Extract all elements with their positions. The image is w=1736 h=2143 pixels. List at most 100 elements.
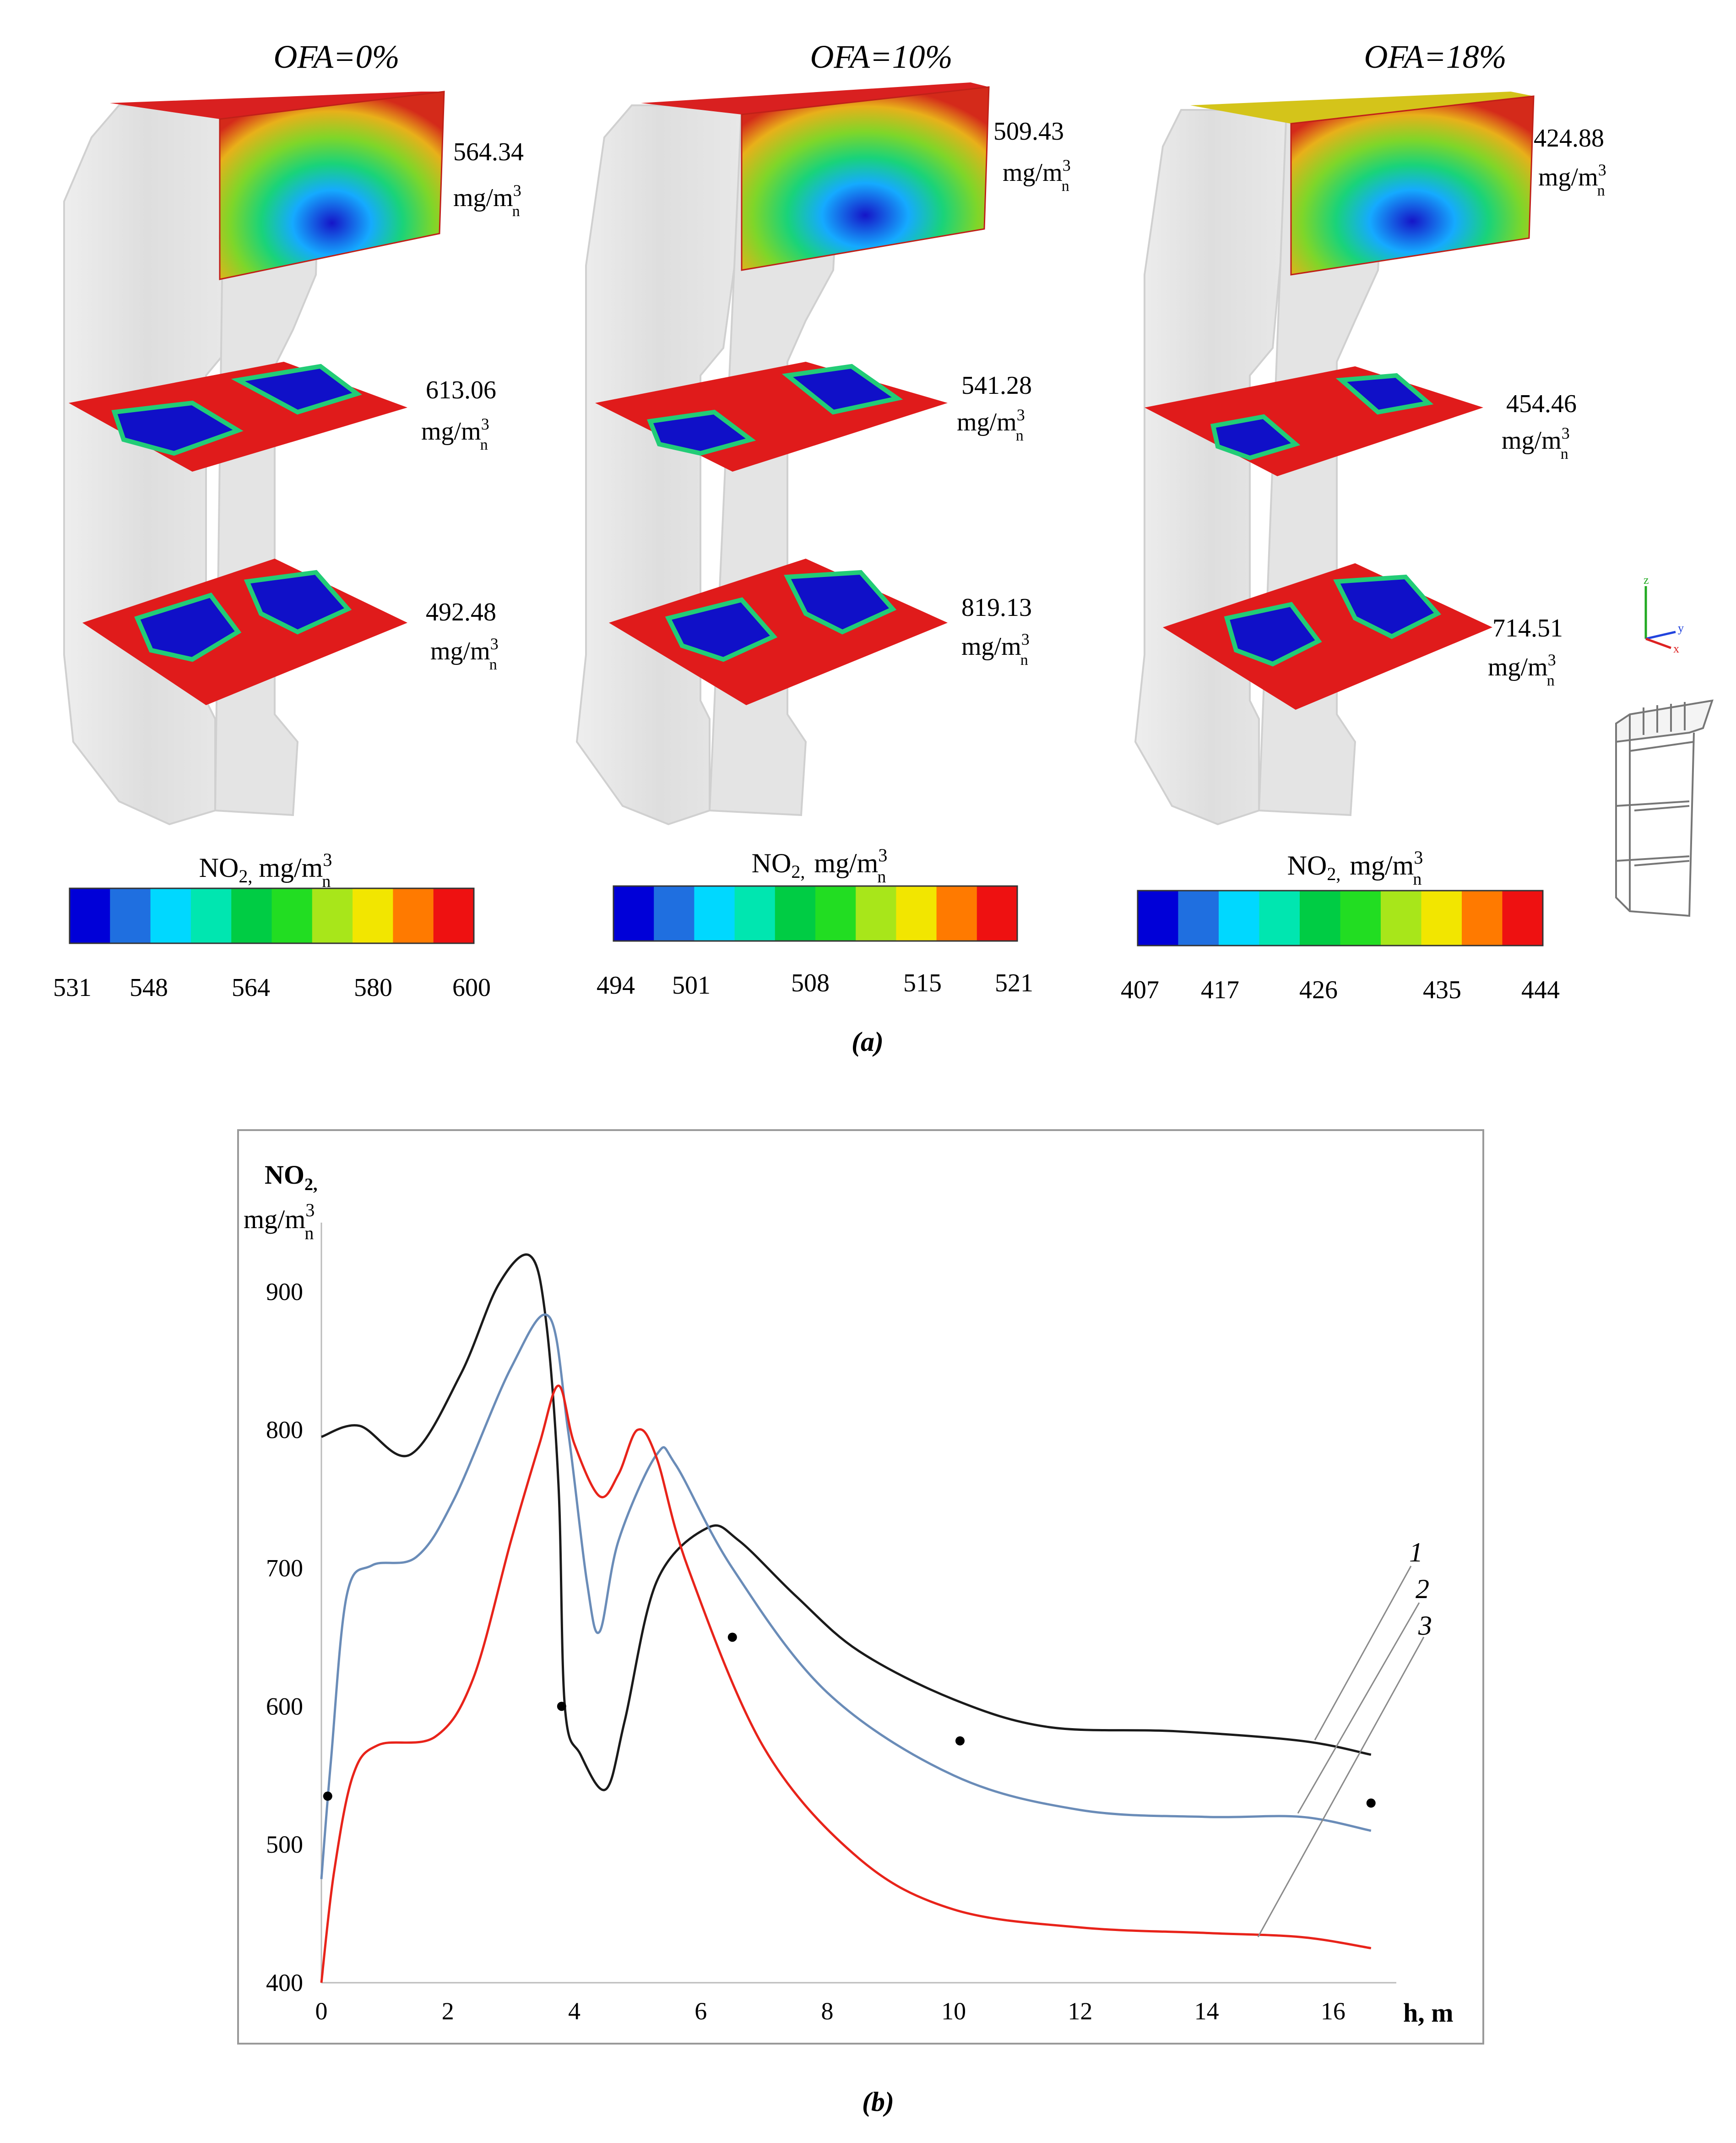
unit-label: mg/m3 n [421, 415, 489, 453]
colorbar-title: NO2, mg/m3 n [752, 845, 888, 887]
unit-label: mg/m3 n [1488, 651, 1556, 689]
mid-plane-value: 613.06 [426, 376, 496, 404]
furnace-schematic-icon [1615, 699, 1714, 917]
tick-label: 417 [1201, 976, 1239, 1004]
mid-plane-low-zone [646, 364, 903, 456]
x-tick-label: 2 [442, 1997, 454, 2025]
outlet-top-surface [1190, 92, 1534, 124]
unit-label: mg/m3 n [1538, 161, 1606, 199]
furnace-model [575, 82, 990, 826]
x-axis-title: h, m [1403, 1998, 1454, 2028]
colorbar-swatch [110, 888, 151, 943]
tick-label: 548 [130, 974, 168, 1002]
colorbar-swatch [433, 888, 474, 943]
unit-label: mg/m3 n [961, 630, 1030, 669]
panel-a: OFA=0% OFA=10% OFA=18% 564.34 mg/m3 n 613… [53, 38, 1714, 1057]
series-line-2 [320, 1313, 1372, 1879]
colorbar-swatch [1178, 891, 1219, 946]
colorbar-swatch [613, 886, 655, 941]
outlet-top-surface [110, 92, 444, 119]
colorbar-swatch [896, 886, 937, 941]
unit-label: mg/m3 n [957, 406, 1025, 444]
x-tick-label: 0 [315, 1997, 328, 2025]
x-tick-labels: 0 2 4 6 8 10 12 14 16 [315, 1997, 1345, 2025]
tick-label: 531 [53, 974, 92, 1002]
measured-point [557, 1702, 566, 1711]
colorbar-swatch [231, 888, 272, 943]
outlet-contour-section [741, 86, 990, 271]
colorbar-swatch [150, 888, 191, 943]
colorbar-swatch [1502, 891, 1543, 946]
unit-label: mg/m3 n [430, 635, 499, 673]
tick-label: 508 [791, 969, 830, 997]
low-plane-value: 714.51 [1492, 614, 1563, 642]
tick-label: 494 [597, 971, 635, 1000]
x-tick-label: 8 [821, 1997, 833, 2025]
y-tick-label: 700 [266, 1555, 303, 1582]
tick-label: 435 [1423, 976, 1461, 1004]
colorbar-swatch [190, 888, 232, 943]
low-plane-value: 819.13 [961, 593, 1032, 622]
outlet-contour-section [219, 91, 445, 280]
unit-label: mg/m3 n [1003, 156, 1071, 195]
y-tick-label: 500 [266, 1831, 303, 1858]
panel-b-caption: (b) [862, 2087, 894, 2117]
low-plane-low-zone [1224, 574, 1442, 667]
colorbar-border [1137, 890, 1544, 946]
colorbar-swatch [1219, 891, 1260, 946]
x-tick-label: 16 [1321, 1997, 1345, 2025]
colorbar-swatch [654, 886, 695, 941]
svg-text:x: x [1673, 642, 1679, 655]
plane-labels-1: 564.34 mg/m3 n 613.06 mg/m3 n 492.48 mg/m3… [421, 138, 524, 673]
colorbar-swatch [734, 886, 776, 941]
colorbar-ticks: 494 501 508 515 521 [597, 969, 1033, 1000]
scenario-ofa-10 [575, 82, 990, 826]
series-group [320, 1253, 1372, 1983]
measured-points [323, 1632, 1376, 1808]
scenario-title-2: OFA=10% [810, 38, 952, 75]
colorbar-3: NO2, mg/m3 n 407 417 426 435 444 [1121, 847, 1560, 1004]
y-tick-label: 600 [266, 1692, 303, 1720]
plane-labels-2: 509.43 mg/m3 n 541.28 mg/m3 n 819.13 mg/m3… [957, 117, 1071, 669]
colorbar-border [69, 887, 475, 944]
scenario-ofa-0 [63, 91, 445, 826]
y-tick-label: 400 [266, 1969, 303, 1996]
colorbar-title: NO2, mg/m3 n [1287, 847, 1423, 889]
measured-point [955, 1736, 965, 1746]
tick-label: 501 [672, 971, 711, 1000]
svg-text:y: y [1678, 621, 1684, 635]
x-tick-label: 10 [941, 1997, 966, 2025]
mid-plane-low-zone [111, 364, 362, 456]
leader-labels: 1 2 3 [1409, 1537, 1432, 1641]
low-plane-low-zone [665, 570, 897, 662]
x-tick-label: 14 [1194, 1997, 1219, 2025]
y-axis-unit: mg/m3 n [244, 1200, 315, 1243]
tick-label: 564 [232, 974, 270, 1002]
outlet-value: 564.34 [453, 138, 524, 166]
colorbar-swatch [1340, 891, 1381, 946]
colorbar-swatch [1381, 891, 1422, 946]
colorbar-2: NO2, mg/m3 n 494 501 508 515 521 [597, 845, 1033, 1000]
colorbar-swatches [613, 885, 1018, 942]
mid-plane-value: 541.28 [961, 371, 1032, 400]
leader-lines [1257, 1566, 1425, 1937]
furnace-model [63, 91, 445, 826]
colorbar-swatch [936, 886, 977, 941]
axis-triad-icon: z y x [1644, 573, 1684, 655]
plane-labels-3: 424.88 mg/m3 n 454.46 mg/m3 n 714.51 mg/m3… [1488, 124, 1606, 689]
colorbar-title: NO2, mg/m3 n [199, 849, 332, 891]
colorbar-swatch [393, 888, 434, 943]
tick-label: 580 [354, 974, 392, 1002]
tick-label: 444 [1521, 976, 1560, 1004]
tick-label: 426 [1299, 976, 1338, 1004]
colorbar-swatch [1300, 891, 1341, 946]
scenario-title-3: OFA=18% [1364, 38, 1506, 75]
series-line-1 [321, 1253, 1372, 1791]
measured-point [1366, 1798, 1376, 1808]
tick-label: 600 [452, 974, 491, 1002]
series-label-2: 2 [1416, 1574, 1429, 1604]
low-plane-value: 492.48 [426, 598, 496, 626]
x-tick-label: 4 [568, 1997, 580, 2025]
panel-a-caption: (a) [852, 1027, 884, 1057]
